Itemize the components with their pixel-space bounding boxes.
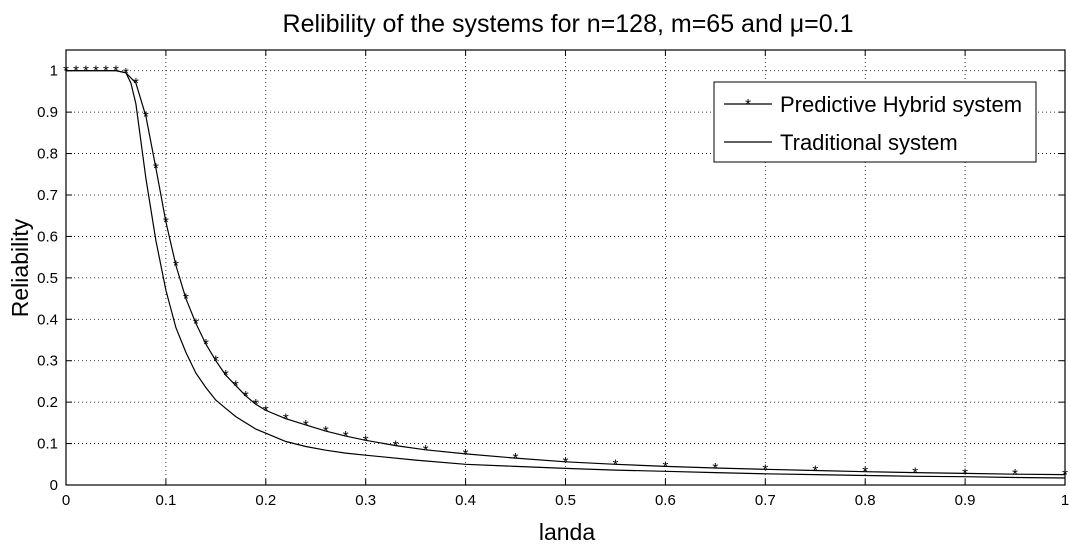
data-point-marker: * — [862, 464, 868, 481]
y-tick-label: 0.3 — [37, 353, 58, 370]
legend-label-traditional: Traditional system — [780, 130, 958, 155]
data-point-marker: * — [213, 353, 219, 370]
data-point-marker: * — [243, 388, 249, 405]
chart-title: Relibility of the systems for n=128, m=6… — [283, 10, 854, 38]
y-tick-label: 0 — [50, 477, 58, 494]
x-tick-label: 0.3 — [355, 492, 376, 509]
y-tick-label: 0.2 — [37, 394, 58, 411]
data-point-marker: * — [233, 378, 239, 395]
series-line — [66, 70, 1066, 476]
data-point-marker: * — [463, 446, 469, 463]
data-point-marker: * — [283, 411, 289, 428]
data-point-marker: * — [253, 396, 259, 413]
series-line — [66, 70, 1066, 479]
y-tick-label: 0.8 — [37, 146, 58, 163]
data-point-marker: * — [712, 460, 718, 477]
data-point-marker: * — [183, 291, 189, 308]
x-tick-label: 0.1 — [155, 492, 176, 509]
x-tick-label: 0.7 — [755, 492, 776, 509]
data-point-marker: * — [303, 417, 309, 434]
data-point-marker: * — [613, 456, 619, 473]
data-point-marker: * — [203, 336, 209, 353]
data-point-marker: * — [513, 450, 519, 467]
x-tick-label: 0.9 — [955, 492, 976, 509]
data-point-marker: * — [1012, 466, 1018, 483]
data-point-marker: * — [393, 438, 399, 455]
data-point-marker: * — [163, 214, 169, 231]
legend-box — [713, 81, 1037, 163]
data-point-marker: * — [133, 75, 139, 92]
legend-entry-traditional: Traditional system — [724, 130, 958, 155]
legend-entry-hybrid: * Predictive Hybrid system — [724, 92, 1022, 117]
data-point-marker: * — [173, 257, 179, 274]
x-tick-label: 0.8 — [855, 492, 876, 509]
series-traditional — [66, 70, 1066, 479]
x-tick-label: 0.4 — [455, 492, 476, 509]
x-tick-label: 0.2 — [255, 492, 276, 509]
data-point-marker: * — [263, 402, 269, 419]
data-point-marker: * — [563, 454, 569, 471]
y-tick-label: 0.4 — [37, 311, 58, 328]
legend-marker-hybrid: * — [745, 96, 751, 113]
data-point-marker: * — [143, 108, 149, 125]
data-point-marker: * — [662, 458, 668, 475]
data-point-marker: * — [363, 432, 369, 449]
y-tick-label: 0.9 — [37, 104, 58, 121]
x-axis-label: landa — [539, 519, 595, 545]
series-layer: * * * * * * ************* * * * * * * * * * * * * * * * * * * * * *… — [63, 63, 1068, 484]
x-axis-ticks: 0 0.1 0.2 0.3 0.4 0.5 0.6 0.7 0.8 0.9 1 — [62, 50, 1069, 509]
data-point-marker: * — [812, 463, 818, 480]
data-point-marker: * — [423, 442, 429, 459]
y-axis-label: Reliability — [7, 218, 33, 317]
data-point-marker: * — [912, 465, 918, 482]
x-tick-label: 0 — [62, 492, 70, 509]
legend: * Predictive Hybrid system Traditional s… — [713, 81, 1037, 163]
data-point-marker: * — [1062, 467, 1068, 484]
data-point-marker: * — [762, 461, 768, 478]
data-point-marker: * — [223, 367, 229, 384]
data-point-marker: * — [193, 315, 199, 332]
data-point-marker: * — [962, 465, 968, 482]
x-tick-label: 0.6 — [655, 492, 676, 509]
y-tick-label: 0.6 — [37, 228, 58, 245]
y-tick-label: 0.7 — [37, 187, 58, 204]
data-point-marker: * — [153, 160, 159, 177]
x-tick-label: 1 — [1061, 492, 1069, 509]
y-tick-label: 0.1 — [37, 436, 58, 453]
x-tick-label: 0.5 — [555, 492, 576, 509]
legend-label-hybrid: Predictive Hybrid system — [780, 92, 1022, 117]
y-axis-ticks: 0 0.1 0.2 0.3 0.4 0.5 0.6 0.7 0.8 0.9 1 — [37, 63, 1065, 494]
data-point-marker: * — [343, 428, 349, 445]
y-tick-label: 1 — [50, 63, 58, 80]
y-tick-label: 0.5 — [37, 270, 58, 287]
data-point-marker: * — [323, 423, 329, 440]
